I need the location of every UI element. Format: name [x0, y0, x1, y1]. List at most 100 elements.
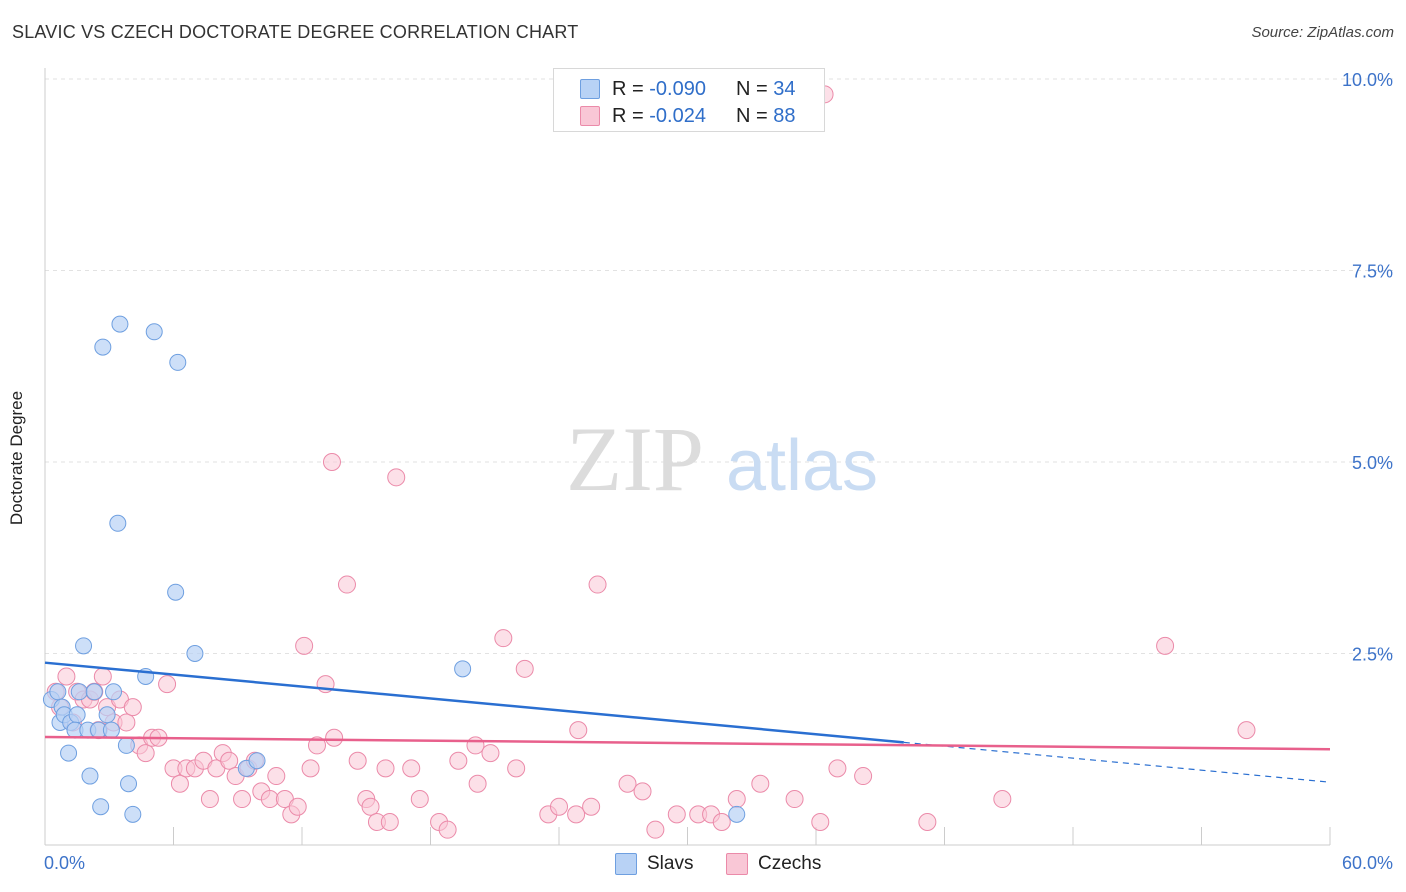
- czech-point: [588, 575, 607, 594]
- czech-point: [633, 782, 652, 801]
- czech-point: [380, 813, 399, 832]
- slav-point: [102, 721, 120, 739]
- slav-point: [167, 583, 185, 601]
- czech-point: [348, 751, 367, 770]
- czech-point: [361, 797, 380, 816]
- czech-point: [550, 797, 568, 816]
- slav-point: [98, 706, 116, 724]
- czech-point: [993, 790, 1012, 809]
- czech-point: [325, 728, 344, 747]
- slavs-swatch: [580, 79, 600, 99]
- slav-point: [49, 683, 67, 701]
- czech-point: [438, 820, 457, 839]
- slav-point: [728, 805, 746, 823]
- slav-point: [111, 315, 129, 333]
- czech-point: [828, 759, 847, 778]
- slav-point: [94, 338, 112, 356]
- czechs-r: R = -0.024: [612, 105, 706, 127]
- czech-point: [918, 813, 937, 832]
- czech-point: [712, 813, 731, 832]
- czech-point: [136, 744, 155, 763]
- slavs-legend-label: Slavs: [647, 853, 694, 874]
- czechs-swatch: [580, 106, 600, 126]
- czech-point: [727, 790, 746, 809]
- slav-point: [81, 767, 99, 785]
- czech-point: [337, 575, 356, 594]
- slav-point: [145, 323, 163, 341]
- czech-point: [301, 759, 320, 778]
- czech-point: [618, 774, 637, 793]
- axes: [44, 68, 1331, 846]
- czech-point: [854, 767, 873, 786]
- slav-point: [117, 736, 135, 754]
- x-tick-label-min: 0.0%: [44, 853, 85, 873]
- czech-point: [170, 774, 189, 793]
- czech-point: [466, 736, 485, 755]
- czech-point: [811, 813, 830, 832]
- czech-point: [260, 790, 279, 809]
- slav-point: [169, 353, 187, 371]
- y-tick-label-1: 5.0%: [1352, 453, 1393, 473]
- czech-point: [233, 790, 252, 809]
- slav-point: [60, 744, 78, 762]
- slavs-r: R = -0.090: [612, 78, 706, 100]
- czech-point: [785, 790, 804, 809]
- czech-point: [569, 721, 588, 740]
- czech-point: [158, 675, 177, 694]
- czech-point: [57, 667, 76, 686]
- watermark-atlas: atlas: [726, 426, 878, 506]
- slavs-trend-extension: [903, 741, 1331, 783]
- czech-point: [307, 736, 326, 755]
- czechs-n: N = 88: [736, 105, 796, 127]
- czech-point: [93, 667, 112, 686]
- slavs-trend-line: [44, 661, 904, 744]
- y-tick-label-0: 2.5%: [1352, 645, 1393, 665]
- czech-point: [288, 797, 307, 816]
- slavs-legend-swatch: [615, 853, 637, 875]
- czech-point: [117, 713, 136, 732]
- y-tick-label-3: 10.0%: [1342, 70, 1393, 90]
- slav-point: [109, 514, 127, 532]
- slav-point: [70, 683, 88, 701]
- czech-point: [376, 759, 395, 778]
- czech-point: [1237, 721, 1256, 740]
- czech-point: [494, 629, 513, 648]
- chart-title: SLAVIC VS CZECH DOCTORATE DEGREE CORRELA…: [12, 22, 579, 42]
- czech-point: [402, 759, 421, 778]
- czech-point: [200, 790, 219, 809]
- slavs-n: N = 34: [736, 78, 796, 100]
- stats-legend: R = -0.090 N = 34 R = -0.024 N = 88: [553, 68, 825, 132]
- czechs-legend-swatch: [726, 853, 748, 875]
- czech-point: [468, 774, 487, 793]
- czech-point: [646, 820, 665, 839]
- czech-point: [123, 698, 142, 717]
- slav-point: [248, 752, 266, 770]
- czechs-legend-label: Czechs: [758, 853, 822, 874]
- slavs-series: [42, 315, 746, 823]
- slav-point: [105, 683, 123, 701]
- czech-point: [1156, 636, 1175, 655]
- y-tick-label-2: 7.5%: [1352, 262, 1393, 282]
- trend-lines: [44, 661, 1331, 783]
- x-tick-label-max: 60.0%: [1342, 853, 1393, 873]
- slav-point: [92, 798, 110, 816]
- czech-point: [267, 767, 286, 786]
- czech-point: [667, 805, 686, 824]
- czech-point: [295, 636, 314, 655]
- czech-point: [387, 468, 406, 487]
- slav-point: [124, 805, 142, 823]
- czech-point: [410, 790, 429, 809]
- watermark-zip: ZIP: [566, 408, 704, 510]
- czech-point: [322, 453, 341, 471]
- slav-point: [186, 645, 204, 662]
- czech-point: [567, 805, 586, 824]
- slav-point: [68, 706, 86, 724]
- czech-point: [507, 759, 526, 778]
- czech-point: [449, 751, 468, 770]
- slav-point: [75, 637, 93, 655]
- czech-point: [481, 744, 500, 763]
- gridlines: [45, 78, 1393, 654]
- czech-point: [515, 659, 534, 678]
- czech-point: [582, 797, 601, 816]
